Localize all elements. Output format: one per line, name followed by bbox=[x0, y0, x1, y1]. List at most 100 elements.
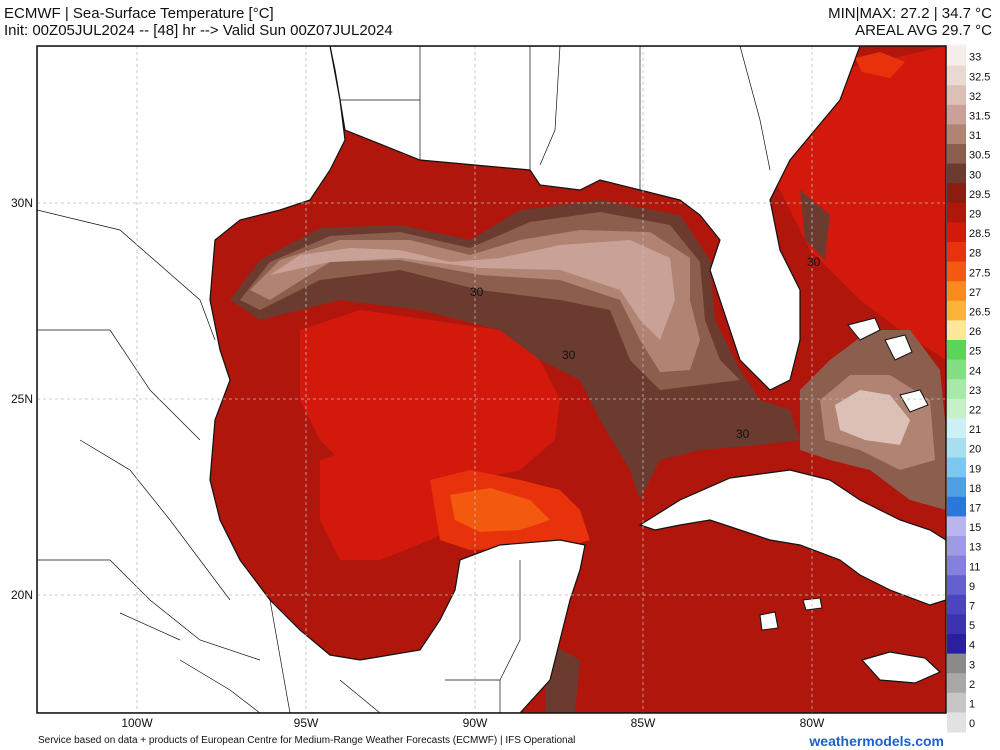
colorbar-swatch bbox=[947, 124, 966, 145]
colorbar-label: 30.5 bbox=[969, 150, 990, 162]
gulf-interior-warm bbox=[300, 310, 560, 480]
colorbar-swatch bbox=[947, 477, 966, 498]
colorbar-label: 25 bbox=[969, 346, 981, 358]
colorbar-label: 28.5 bbox=[969, 228, 990, 240]
colorbar-swatch bbox=[947, 320, 966, 341]
colorbar-label: 27.5 bbox=[969, 267, 990, 279]
lon-label: 95W bbox=[294, 716, 319, 730]
contour-label: 30 bbox=[562, 348, 576, 362]
colorbar-swatch bbox=[947, 163, 966, 184]
colorbar-label: 29.5 bbox=[969, 189, 990, 201]
colorbar-swatch bbox=[947, 516, 966, 537]
lon-label: 85W bbox=[631, 716, 656, 730]
colorbar: 3332.53231.53130.53029.52928.52827.52726… bbox=[947, 44, 990, 733]
mexico-land bbox=[37, 46, 586, 713]
min-max-readout: MIN|MAX: 27.2 | 34.7 °C bbox=[828, 5, 992, 22]
colorbar-label: 19 bbox=[969, 463, 981, 475]
gulf-southwest-warm bbox=[320, 440, 500, 560]
colorbar-label: 9 bbox=[969, 581, 975, 593]
colorbar-swatch bbox=[947, 85, 966, 106]
bahamas-band-lightest bbox=[835, 390, 910, 445]
colorbar-swatch bbox=[947, 398, 966, 419]
contour-label: 30 bbox=[807, 255, 821, 269]
bahamas-island bbox=[847, 317, 881, 341]
colorbar-label: 20 bbox=[969, 444, 981, 456]
colorbar-swatch bbox=[947, 144, 966, 165]
colorbar-label: 33 bbox=[969, 52, 981, 64]
brand-link[interactable]: weathermodels.com bbox=[809, 733, 944, 749]
map-frame bbox=[36, 45, 947, 714]
colorbar-swatch bbox=[947, 202, 966, 223]
colorbar-label: 22 bbox=[969, 405, 981, 417]
colorbar-swatch bbox=[947, 222, 966, 243]
colorbar-label: 31.5 bbox=[969, 111, 990, 123]
colorbar-label: 13 bbox=[969, 542, 981, 554]
bahamas-island bbox=[899, 389, 929, 413]
colorbar-label: 11 bbox=[969, 561, 980, 573]
colorbar-label: 27 bbox=[969, 287, 981, 299]
colorbar-swatch bbox=[947, 242, 966, 263]
shelf-band-lightest bbox=[270, 240, 675, 340]
colorbar-label: 18 bbox=[969, 483, 981, 495]
cayman-island bbox=[759, 611, 779, 631]
colorbar-swatch bbox=[947, 575, 966, 596]
colorbar-swatch bbox=[947, 65, 966, 86]
lon-label: 80W bbox=[800, 716, 825, 730]
bahamas-island bbox=[884, 334, 913, 361]
colorbar-label: 26 bbox=[969, 326, 981, 338]
colorbar-label: 28 bbox=[969, 248, 981, 260]
cuba-land bbox=[638, 469, 946, 606]
colorbar-swatch bbox=[947, 594, 966, 615]
colorbar-label: 0 bbox=[969, 718, 975, 730]
colorbar-swatch bbox=[947, 692, 966, 713]
attribution-text: Service based on data + products of Euro… bbox=[38, 735, 576, 746]
colorbar-swatch bbox=[947, 614, 966, 635]
colorbar-swatch bbox=[947, 418, 966, 439]
colorbar-swatch bbox=[947, 712, 966, 733]
colorbar-cap bbox=[947, 44, 966, 47]
graticule bbox=[37, 46, 946, 713]
colorbar-label: 26.5 bbox=[969, 307, 990, 319]
colorbar-swatch bbox=[947, 300, 966, 321]
colorbar-label: 21 bbox=[969, 424, 981, 436]
colorbar-swatch bbox=[947, 457, 966, 478]
areal-average-readout: AREAL AVG 29.7 °C bbox=[855, 22, 992, 39]
jamaica-land bbox=[860, 651, 942, 684]
colorbar-swatch bbox=[947, 359, 966, 380]
lat-label: 20N bbox=[11, 588, 33, 602]
cayman-island bbox=[802, 597, 823, 611]
colorbar-label: 5 bbox=[969, 620, 975, 632]
lat-label: 25N bbox=[11, 392, 33, 406]
colorbar-label: 2 bbox=[969, 679, 975, 691]
atlantic-hot-spot bbox=[855, 52, 905, 78]
lon-label: 90W bbox=[463, 716, 488, 730]
colorbar-label: 32.5 bbox=[969, 71, 990, 83]
colorbar-label: 23 bbox=[969, 385, 981, 397]
colorbar-label: 15 bbox=[969, 522, 981, 534]
colorbar-swatch bbox=[947, 496, 966, 517]
colorbar-swatch bbox=[947, 379, 966, 400]
colorbar-label: 30 bbox=[969, 169, 981, 181]
colorbar-label: 7 bbox=[969, 601, 975, 613]
contour-label: 30 bbox=[736, 427, 750, 441]
colorbar-label: 17 bbox=[969, 503, 981, 515]
colorbar-label: 24 bbox=[969, 365, 981, 377]
us-land bbox=[37, 46, 861, 391]
colorbar-swatch bbox=[947, 261, 966, 282]
longitude-labels: 100W 95W 90W 85W 80W bbox=[121, 716, 825, 730]
colorbar-label: 4 bbox=[969, 640, 975, 652]
colorbar-swatch bbox=[947, 281, 966, 302]
colorbar-swatch bbox=[947, 634, 966, 655]
colorbar-label: 1 bbox=[969, 699, 975, 711]
colorbar-swatch bbox=[947, 536, 966, 557]
lat-label: 30N bbox=[11, 196, 33, 210]
colorbar-swatch bbox=[947, 183, 966, 204]
colorbar-label: 3 bbox=[969, 659, 975, 671]
map-title: ECMWF | Sea-Surface Temperature [°C] bbox=[4, 5, 274, 22]
colorbar-swatch bbox=[947, 653, 966, 674]
colorbar-swatch bbox=[947, 340, 966, 361]
latitude-labels: 30N 25N 20N bbox=[11, 196, 33, 602]
contour-label: 30 bbox=[470, 285, 484, 299]
atlantic-cool-streak bbox=[800, 190, 830, 260]
